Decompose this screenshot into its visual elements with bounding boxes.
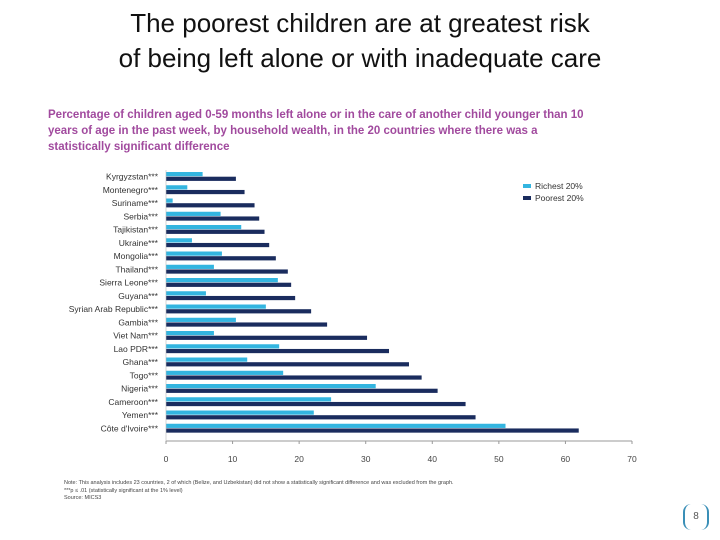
bar-richest [166,344,280,349]
bar-poorest [166,388,438,393]
bar-richest [166,238,192,243]
bar-richest [166,198,173,203]
category-label: Suriname*** [112,198,159,208]
bar-poorest [166,401,466,407]
chart-title: Percentage of children aged 0-59 months … [48,107,638,155]
x-tick-label: 60 [561,454,571,464]
x-tick-label: 10 [228,454,238,464]
category-label: Guyana*** [118,291,158,301]
bar-poorest [166,176,236,181]
bar-poorest [166,322,328,327]
bar-richest [166,291,206,296]
slide-title-line-1: The poorest children are at greatest ris… [130,8,590,38]
bar-richest [166,211,221,216]
chart-title-line-1: Percentage of children aged 0-59 months … [48,109,584,121]
category-label: Gambia*** [118,317,158,327]
category-label: Lao PDR*** [114,344,159,354]
bar-richest [166,251,222,256]
bar-poorest [166,256,276,261]
bar-richest [166,384,376,389]
bar-richest [166,331,214,336]
x-tick-label: 20 [294,454,304,464]
bar-poorest [166,242,270,248]
category-label: Viet Nam*** [113,331,158,341]
category-label: Kyrgyzstan*** [106,172,159,182]
category-label: Serbia*** [124,211,159,221]
category-label: Syrian Arab Republic*** [69,304,159,314]
bar-poorest [166,229,265,234]
bar-poorest [166,309,312,314]
bar-richest [166,410,314,415]
note-line-1: Note: This analysis includes 23 countrie… [64,480,454,486]
category-label: Togo*** [130,370,159,380]
x-tick-label: 70 [627,454,637,464]
bar-richest [166,370,284,375]
bar-poorest [166,295,296,301]
note-line-3: Source: MICS3 [64,495,102,501]
category-label: Montenegro*** [103,185,159,195]
bar-poorest [166,189,245,195]
category-label: Thailand*** [115,264,158,274]
category-label: Sierra Leone*** [99,278,158,288]
bar-richest [166,397,332,402]
slide-title-line-2: of being left alone or with inadequate c… [118,43,602,73]
category-label: Ukraine*** [119,238,159,248]
bar-richest [166,225,242,230]
category-label: Mongolia*** [114,251,159,261]
x-tick-label: 0 [164,454,169,464]
x-tick-label: 30 [361,454,371,464]
chart-note: Note: This analysis includes 23 countrie… [64,480,664,503]
bar-richest [166,185,188,190]
bar-richest [166,278,278,283]
slide-title: The poorest children are at greatest ris… [40,6,680,76]
category-label: Côte d'Ivoire*** [101,423,159,433]
chart-title-line-2: years of age in the past week, by househ… [48,125,538,137]
chart-title-line-3: statistically significant difference [48,141,230,153]
bar-poorest [166,375,422,380]
legend-swatch-richest [523,184,531,188]
bar-richest [166,423,506,428]
note-line-2: ***p ≤ .01 (statistically significant at… [64,487,183,494]
category-label: Cameroon*** [108,397,158,407]
bar-poorest [166,428,579,433]
bar-richest [166,172,203,177]
bar-richest [166,304,266,309]
x-tick-label: 40 [428,454,438,464]
bar-poorest [166,282,292,287]
category-label: Tajikistan*** [113,225,159,235]
bar-poorest [166,362,409,367]
bar-richest [166,357,248,362]
category-label: Yemen*** [122,410,159,420]
bar-poorest [166,269,288,274]
bar-poorest [166,348,390,354]
legend-label: Richest 20% [535,181,583,191]
legend-swatch-poorest [523,196,531,200]
category-label: Ghana*** [123,357,159,367]
x-tick-label: 50 [494,454,504,464]
page-number: 8 [683,504,709,530]
bar-richest [166,317,236,322]
bar-richest [166,264,214,269]
bar-poorest [166,415,476,420]
bar-poorest [166,335,368,340]
bar-poorest [166,203,255,208]
bar-poorest [166,216,260,221]
legend-label: Poorest 20% [535,193,584,203]
category-label: Nigeria*** [121,384,159,394]
